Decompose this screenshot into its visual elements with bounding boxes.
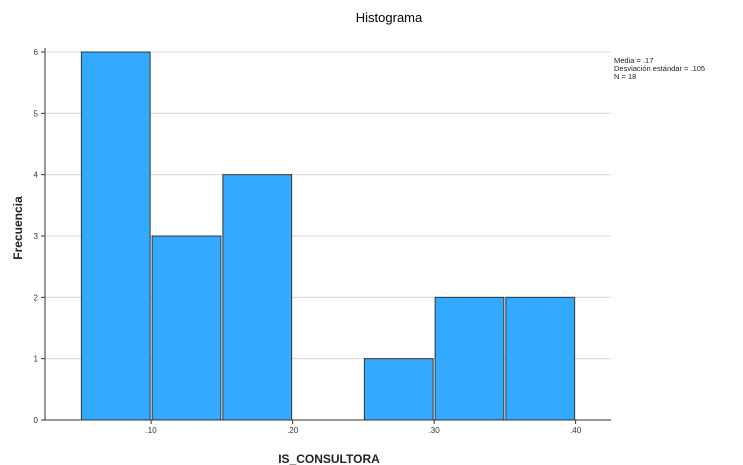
histogram-bar (505, 296, 576, 421)
x-axis-label: IS_CONSULTORA (278, 452, 380, 465)
y-tick-label: 1 (34, 355, 39, 364)
stats-line: Desviación estándar = .105 (614, 64, 705, 73)
y-axis-label: Frecuencia (11, 196, 25, 260)
x-tick-label: .10 (146, 426, 158, 435)
x-tick-label: .40 (570, 426, 582, 435)
histogram-bar (151, 235, 222, 421)
histogram-bar (363, 358, 434, 421)
histogram-bar (434, 296, 505, 421)
y-tick-label: 6 (34, 48, 39, 57)
tick-labels: 0 1 2 3 4 5 6 .10 .20 .30 .40 (34, 48, 582, 435)
y-tick-label: 4 (34, 171, 39, 180)
chart-title: Histograma (356, 10, 423, 25)
y-tick-label: 0 (34, 416, 39, 425)
axes (41, 48, 611, 424)
x-tick-label: .30 (429, 426, 441, 435)
y-tick-label: 3 (34, 232, 39, 241)
y-tick-label: 2 (34, 293, 39, 302)
stats-line: N = 18 (614, 72, 636, 81)
histogram-bar (222, 174, 293, 421)
histogram-bar (80, 51, 151, 421)
y-tick-label: 5 (34, 109, 39, 118)
bars (80, 51, 576, 421)
stats-line: Media = .17 (614, 56, 653, 65)
x-tick-label: .20 (287, 426, 299, 435)
